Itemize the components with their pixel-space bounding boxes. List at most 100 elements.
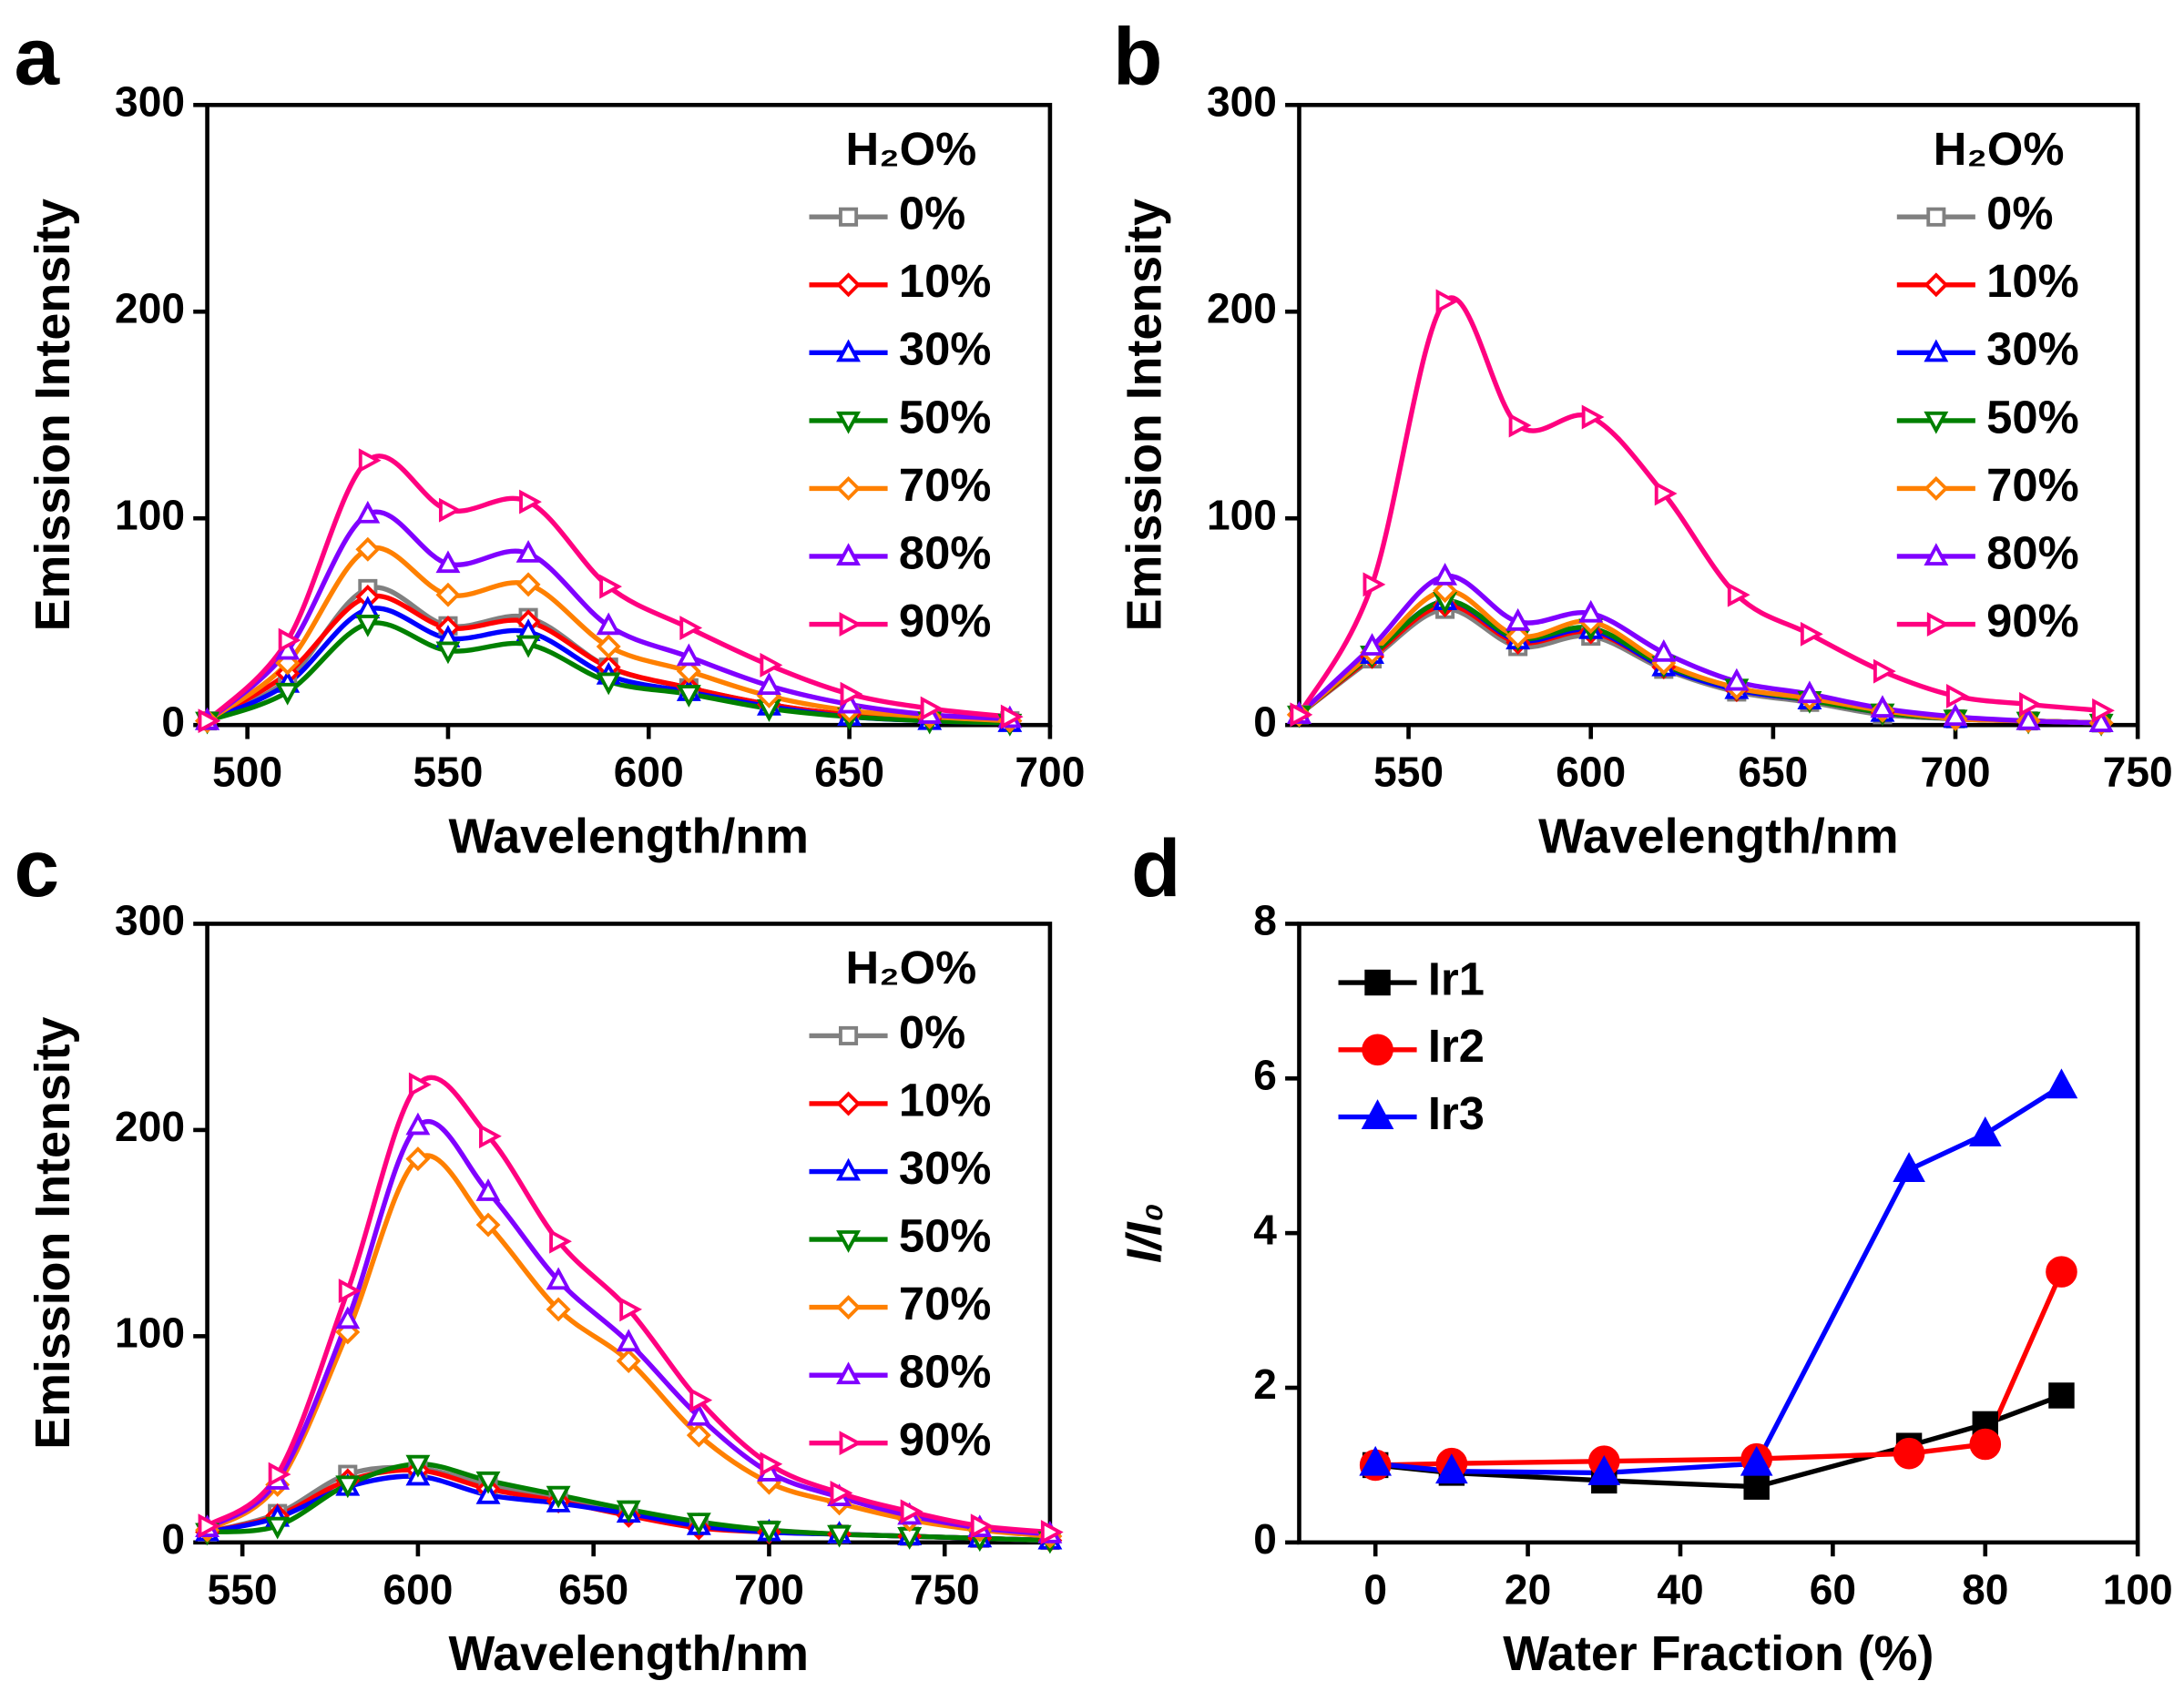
legend-label: 80% [899,1346,992,1398]
data-point [546,1297,571,1322]
data-point [265,1516,291,1540]
data-point [405,1112,431,1136]
data-point [686,1422,711,1448]
data-point [827,1524,852,1548]
y-tick-label: 0 [161,1515,185,1563]
data-point [435,550,461,574]
data-point [676,685,701,708]
legend-marker [1924,272,1949,298]
data-point [546,1485,571,1509]
data-point [676,658,701,684]
legend-title: H₂O% [1934,123,2065,175]
series-line [1297,295,2102,717]
x-tick-label: 750 [910,1565,980,1613]
legend-marker [1924,339,1949,362]
data-point [830,1481,853,1505]
y-axis-label: I/I₀ [1118,1203,1172,1263]
data-point [515,635,541,658]
legend-title: H₂O% [845,942,976,993]
data-point [616,1500,641,1523]
data-point [278,627,301,653]
x-tick-label: 550 [413,749,483,796]
y-axis-label: Emission Intensity [1118,199,1172,631]
x-tick-label: 0 [1363,1565,1387,1613]
data-point [1943,703,1968,727]
panel-label: c [14,822,59,913]
data-point [405,1146,431,1172]
legend-marker [836,1361,862,1385]
data-point [1435,1453,1468,1484]
x-tick-label: 600 [614,749,684,796]
data-point [1505,607,1531,631]
data-point [1435,289,1459,314]
x-tick-label: 750 [2103,749,2173,796]
data-point [198,708,221,734]
data-point [475,1178,501,1201]
legend-label: 90% [1986,595,2079,647]
legend-label: 90% [899,1413,992,1465]
x-tick-label: 550 [208,1565,278,1613]
data-point [355,614,381,637]
legend-label: 80% [899,526,992,578]
legend-label: 80% [1986,526,2079,578]
data-point [1968,1116,2002,1146]
data-point [355,536,381,562]
data-point [760,1452,783,1477]
legend-label: 10% [899,1074,992,1126]
data-point [1740,1445,1773,1476]
series-line [206,1118,1051,1537]
y-tick-label: 0 [161,698,185,745]
data-point [479,1124,502,1149]
legend-label: 10% [1986,255,2079,307]
data-point [2088,709,2114,732]
y-tick-label: 100 [1207,491,1277,538]
legend-marker [836,272,862,298]
data-point [1359,1445,1393,1476]
x-tick-label: 20 [1505,1565,1551,1613]
legend-label: Ir1 [1428,953,1485,1004]
y-tick-label: 6 [1253,1051,1277,1098]
data-point [355,500,381,524]
data-point [1433,562,1458,586]
plot-frame [1297,102,2140,728]
legend-marker [839,612,862,637]
data-point [335,1475,361,1499]
data-point [1651,638,1677,662]
series-line [1375,1270,2064,1468]
data-point [1800,621,1823,647]
data-point [1040,1520,1064,1544]
data-point [1724,667,1750,691]
data-point [1873,658,1896,684]
y-tick-label: 200 [115,284,185,331]
y-tick-label: 300 [115,897,185,944]
y-tick-label: 300 [1207,77,1277,125]
data-point [757,1521,781,1544]
data-point [1581,404,1605,430]
legend-title: H₂O% [845,123,976,175]
data-point [335,1306,361,1330]
data-point [1362,572,1386,597]
plot-area [1297,295,2102,726]
data-point [679,616,703,640]
data-point [596,612,621,636]
data-point [616,1349,641,1374]
legend-label: 50% [1986,391,2079,443]
legend-label: 30% [899,323,992,375]
data-point [689,1388,713,1413]
data-point [2016,707,2041,730]
data-point [599,574,622,599]
data-point [438,497,462,523]
data-point [475,1212,501,1238]
y-tick-label: 300 [115,77,185,125]
x-tick-label: 80 [1962,1565,2008,1613]
x-tick-label: 650 [1738,749,1808,796]
data-point [405,1454,431,1478]
data-point [1654,481,1678,506]
series-line [206,1153,1051,1539]
data-point [515,572,541,597]
plot-frame [205,922,1053,1545]
data-point [760,652,783,677]
data-point [338,1279,362,1304]
y-tick-label: 0 [1253,698,1277,745]
